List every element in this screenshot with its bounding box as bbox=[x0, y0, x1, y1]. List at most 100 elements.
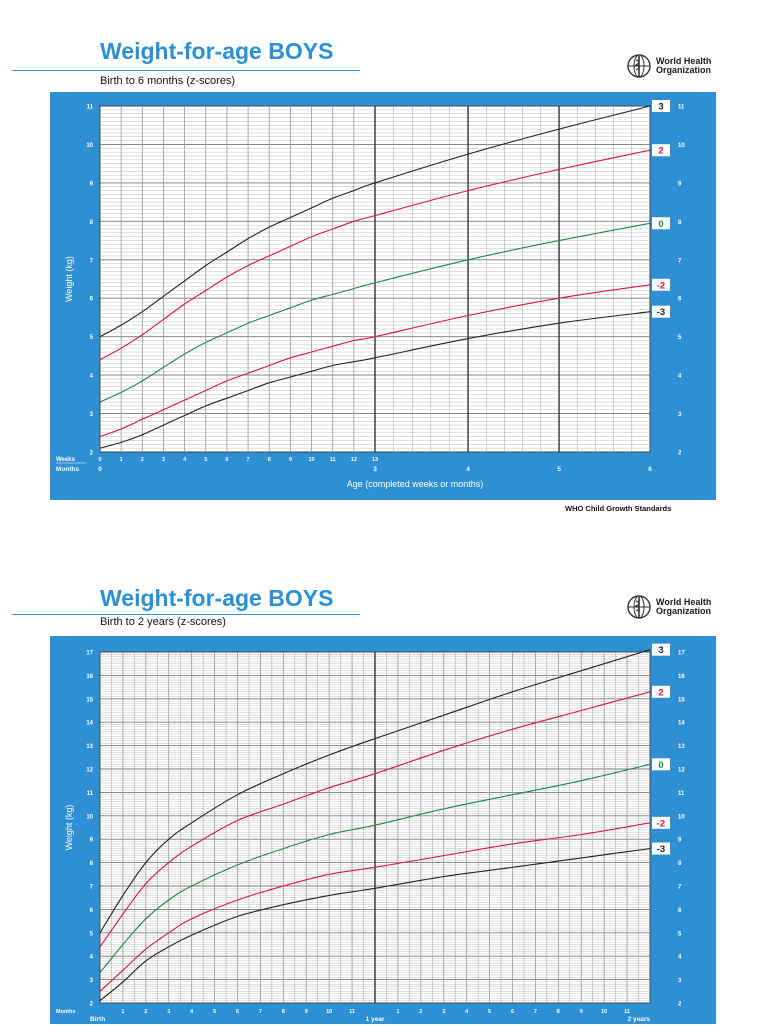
y-tick-label-left: 9 bbox=[90, 838, 94, 844]
x-axis-label: Age (completed weeks or months) bbox=[347, 479, 484, 489]
zscore-label-box bbox=[652, 217, 670, 230]
y-tick-label-left: 13 bbox=[86, 744, 93, 750]
zscore-curve-2 bbox=[99, 691, 651, 948]
zscore-curve-0 bbox=[99, 222, 651, 403]
chart-title-bottom: Weight-for-age BOYS bbox=[100, 585, 334, 611]
zscore-label--2: -2 bbox=[657, 280, 665, 291]
month-tick-label: 10 bbox=[601, 1009, 607, 1015]
month-tick-label: 5 bbox=[488, 1009, 491, 1015]
y-tick-label-right: 4 bbox=[678, 374, 682, 380]
month-tick-label: 4 bbox=[465, 1009, 469, 1015]
zscore-curve--2 bbox=[99, 822, 651, 992]
month-tick-label: 3 bbox=[373, 466, 377, 473]
y-tick-label-left: 4 bbox=[90, 374, 94, 380]
y-tick-label-left: 11 bbox=[87, 105, 94, 111]
zscore-label-box bbox=[652, 685, 670, 698]
month-tick-label: 3 bbox=[442, 1009, 445, 1015]
zscore-curve--2 bbox=[99, 284, 651, 438]
y-tick-label-right: 7 bbox=[678, 885, 682, 891]
months-row-label: Months bbox=[56, 466, 79, 473]
zscore-curve--3 bbox=[99, 311, 651, 449]
month-tick-label: 7 bbox=[259, 1009, 262, 1015]
y-tick-label-right: 11 bbox=[678, 105, 685, 111]
week-tick-label: 0 bbox=[98, 457, 101, 463]
zscore-label-box bbox=[652, 278, 670, 291]
y-tick-label-right: 12 bbox=[678, 768, 685, 774]
zscore-label--2: -2 bbox=[657, 818, 665, 829]
y-tick-label-right: 9 bbox=[678, 838, 682, 844]
period-label: 2 years bbox=[628, 1016, 651, 1023]
y-tick-label-right: 9 bbox=[678, 181, 682, 187]
weeks-row-label: Weeks bbox=[56, 457, 76, 463]
zscore-label-box bbox=[652, 305, 670, 318]
zscore-label-2: 2 bbox=[658, 146, 663, 157]
y-tick-label-left: 5 bbox=[90, 931, 94, 937]
month-tick-label: 1 bbox=[396, 1009, 399, 1015]
y-tick-label-right: 13 bbox=[678, 744, 685, 750]
month-tick-label: 5 bbox=[557, 466, 561, 473]
week-tick-label: 4 bbox=[183, 457, 187, 463]
chart-subtitle-bottom: Birth to 2 years (z-scores) bbox=[100, 616, 226, 628]
y-axis-label: Weight (kg) bbox=[64, 805, 74, 851]
y-tick-label-left: 17 bbox=[86, 651, 93, 657]
zscore-label--3: -3 bbox=[657, 307, 665, 318]
month-tick-label: 8 bbox=[282, 1009, 285, 1015]
chart-title-top: Weight-for-age BOYS bbox=[100, 38, 334, 64]
y-tick-label-left: 8 bbox=[90, 220, 94, 226]
week-tick-label: 11 bbox=[330, 457, 336, 463]
y-tick-label-left: 10 bbox=[86, 814, 93, 820]
period-label: Birth bbox=[90, 1016, 105, 1023]
y-tick-label-left: 12 bbox=[86, 768, 93, 774]
y-tick-label-right: 17 bbox=[678, 651, 685, 657]
y-tick-label-left: 14 bbox=[86, 721, 93, 727]
y-tick-label-right: 2 bbox=[678, 1002, 682, 1008]
y-tick-label-left: 6 bbox=[90, 908, 94, 914]
y-tick-label-left: 10 bbox=[86, 143, 93, 149]
zscore-label--3: -3 bbox=[657, 844, 665, 855]
y-tick-label-right: 6 bbox=[678, 908, 682, 914]
month-tick-label: 11 bbox=[349, 1009, 355, 1015]
chart-subtitle-top: Birth to 6 months (z-scores) bbox=[100, 75, 236, 87]
month-tick-label: 11 bbox=[624, 1009, 630, 1015]
y-tick-label-left: 2 bbox=[90, 1002, 94, 1008]
y-tick-label-right: 5 bbox=[678, 335, 682, 341]
zscore-label-0: 0 bbox=[658, 760, 663, 771]
y-tick-label-right: 7 bbox=[678, 258, 682, 264]
y-tick-label-right: 15 bbox=[678, 697, 685, 703]
y-tick-label-left: 7 bbox=[90, 885, 94, 891]
zscore-label-0: 0 bbox=[658, 219, 663, 230]
month-tick-label: 1 bbox=[121, 1009, 124, 1015]
y-tick-label-right: 8 bbox=[678, 861, 682, 867]
who-name-line2: Organization bbox=[656, 65, 712, 75]
y-tick-label-left: 11 bbox=[87, 791, 94, 797]
y-tick-label-right: 14 bbox=[678, 721, 685, 727]
zscore-label-3: 3 bbox=[658, 102, 663, 113]
chart-panel-bottom: 2 2 3 3 4 4 5 5 6 6 7 7 8 8 9 9 10 10 11 11 12 12 13 13 14 14 15 15… bbox=[50, 636, 716, 1024]
zscore-curve-0 bbox=[99, 763, 651, 973]
zscore-label-box bbox=[652, 758, 670, 771]
month-tick-label: 10 bbox=[326, 1009, 332, 1015]
y-tick-label-left: 5 bbox=[90, 335, 94, 341]
zscore-label-box bbox=[652, 100, 670, 112]
week-tick-label: 12 bbox=[351, 457, 357, 463]
y-tick-label-right: 8 bbox=[678, 220, 682, 226]
zscore-label-3: 3 bbox=[658, 645, 663, 656]
y-tick-label-right: 3 bbox=[678, 412, 682, 418]
y-tick-label-left: 7 bbox=[90, 258, 94, 264]
y-tick-label-left: 9 bbox=[90, 181, 94, 187]
zscore-curve-2 bbox=[99, 149, 651, 361]
who-name-line1: World Health bbox=[656, 597, 712, 607]
y-axis-label: Weight (kg) bbox=[64, 256, 74, 302]
who-emblem-icon bbox=[627, 595, 651, 619]
title-rule-top bbox=[12, 70, 360, 71]
month-tick-label: 9 bbox=[580, 1009, 583, 1015]
title-rule-bottom bbox=[12, 614, 360, 615]
month-tick-label: 2 bbox=[419, 1009, 422, 1015]
y-tick-label-left: 3 bbox=[90, 978, 94, 984]
month-tick-label: 3 bbox=[167, 1009, 170, 1015]
zscore-curve-3 bbox=[99, 105, 651, 338]
week-tick-label: 6 bbox=[225, 457, 228, 463]
month-tick-label: 7 bbox=[534, 1009, 537, 1015]
who-name-line1: World Health bbox=[656, 56, 712, 66]
